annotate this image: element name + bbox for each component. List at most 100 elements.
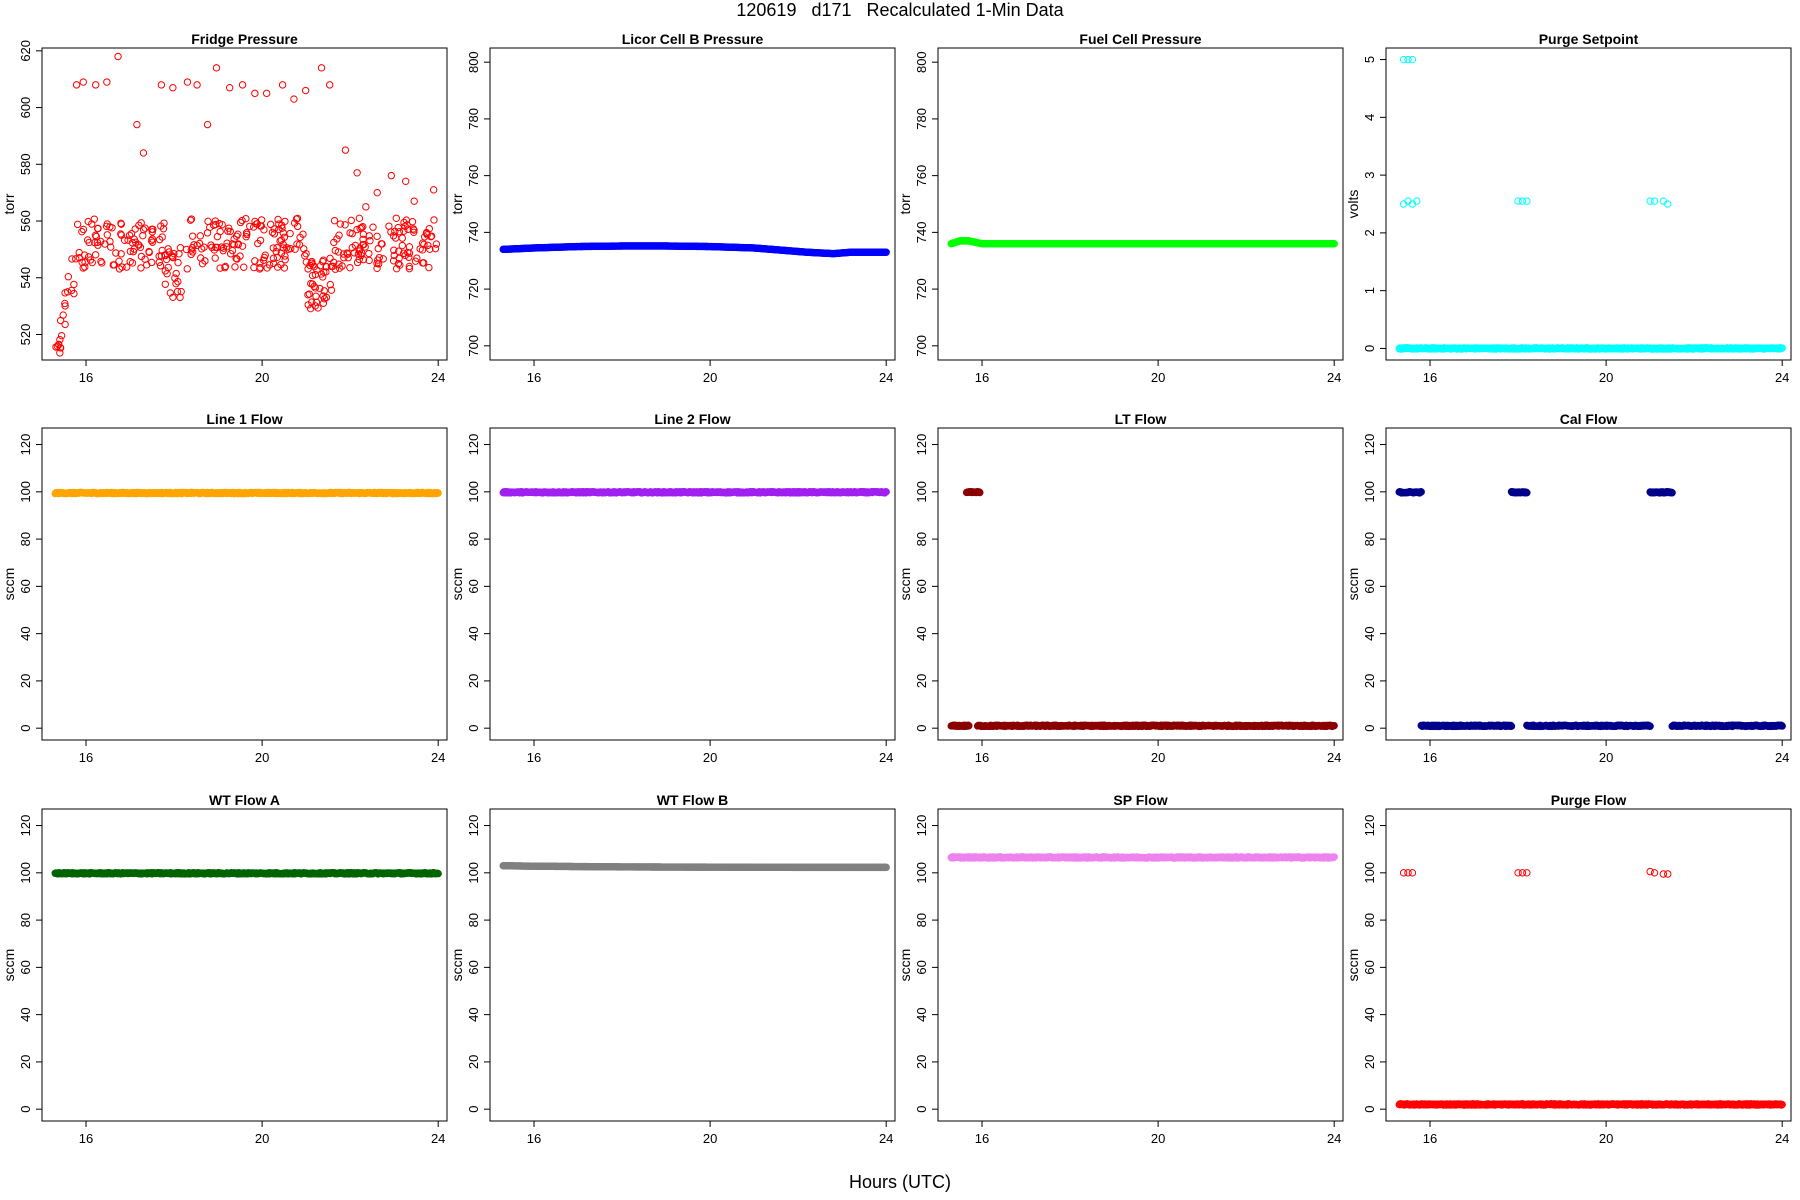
data-point: [169, 84, 177, 92]
data-point: [68, 255, 76, 263]
data-point: [216, 264, 224, 272]
y-tick-label: 740: [914, 222, 929, 244]
data-point: [422, 228, 431, 237]
data-point: [196, 232, 204, 240]
data-point: [223, 239, 231, 247]
data-point: [200, 243, 208, 251]
data-point: [90, 215, 99, 223]
data-point: [117, 219, 125, 228]
data-point: [211, 254, 219, 262]
data-point: [338, 262, 346, 270]
data-point: [270, 230, 279, 238]
data-point: [344, 254, 352, 262]
y-tick-label: 100: [914, 481, 929, 503]
data-point: [117, 250, 125, 258]
data-point: [174, 258, 182, 267]
data-point: [126, 247, 135, 256]
y-tick-label: 120: [466, 815, 481, 837]
data-point: [373, 232, 381, 241]
data-point: [296, 233, 304, 242]
x-tick-label: 16: [79, 1131, 93, 1146]
data-point: [266, 220, 275, 229]
plot-frame: [937, 427, 1344, 741]
data-point: [356, 244, 364, 252]
y-axis-label: torr: [1, 193, 17, 214]
y-tick-label: 120: [18, 815, 33, 837]
data-point: [261, 251, 269, 259]
data-point: [72, 81, 81, 89]
data-point: [408, 217, 417, 226]
data-point: [166, 289, 175, 297]
data-point: [56, 335, 64, 344]
data-point: [331, 265, 340, 273]
data-point: [233, 255, 241, 263]
data-point: [357, 223, 366, 232]
y-tick-label: 0: [466, 1106, 481, 1113]
data-point: [215, 219, 224, 228]
data-point: [308, 271, 317, 280]
y-tick-label: 100: [18, 481, 33, 503]
data-point: [429, 186, 438, 194]
data-point: [193, 81, 201, 89]
y-tick-label: 100: [466, 862, 481, 884]
data-point: [1523, 489, 1531, 497]
data-point: [347, 216, 355, 225]
data-point: [304, 301, 312, 309]
data-point: [401, 222, 409, 230]
data-point: [275, 225, 283, 234]
data-point: [243, 230, 251, 239]
data-point: [115, 257, 123, 265]
data-point: [306, 261, 314, 270]
y-tick-label: 0: [18, 725, 33, 732]
data-point: [172, 269, 180, 278]
panel-1: Licor Cell B Pressuretorr700720740760780…: [449, 31, 896, 385]
data-point: [281, 252, 289, 260]
x-tick-label: 20: [1151, 370, 1165, 385]
data-point: [350, 249, 359, 257]
data-points: [1395, 488, 1786, 731]
data-point: [279, 240, 287, 249]
data-point: [286, 245, 295, 253]
data-point: [335, 264, 344, 272]
data-point: [330, 258, 338, 267]
data-point: [228, 240, 237, 248]
data-point: [193, 241, 201, 249]
data-point: [238, 81, 247, 89]
data-point: [203, 120, 212, 129]
data-point: [102, 222, 111, 230]
data-point: [80, 251, 89, 259]
panel-title: Licor Cell B Pressure: [622, 31, 764, 47]
data-point: [123, 263, 131, 271]
y-tick-label: 2: [1362, 229, 1377, 236]
y-tick-label: 60: [914, 579, 929, 593]
data-point: [1417, 488, 1425, 496]
data-point: [269, 254, 278, 263]
data-point: [183, 78, 192, 86]
data-points: [499, 242, 890, 258]
figure-title: 120619 d171 Recalculated 1-Min Data: [736, 0, 1064, 20]
data-points: [1395, 55, 1786, 353]
data-point: [250, 263, 258, 272]
y-tick-label: 5: [1362, 56, 1377, 63]
data-point: [269, 259, 278, 268]
data-point: [882, 488, 890, 496]
data-points: [51, 488, 442, 498]
data-point: [260, 226, 268, 234]
data-point: [170, 249, 178, 258]
data-point: [326, 254, 334, 263]
data-point: [426, 245, 434, 253]
data-point: [188, 232, 197, 240]
y-tick-label: 60: [1362, 579, 1377, 593]
plot-frame: [1385, 427, 1792, 741]
data-point: [203, 229, 212, 237]
data-point: [333, 235, 341, 243]
data-point: [290, 95, 298, 103]
data-point: [143, 261, 151, 269]
data-point: [211, 217, 220, 225]
x-tick-label: 24: [879, 1131, 893, 1146]
data-point: [405, 253, 413, 261]
data-point: [392, 214, 400, 222]
y-tick-label: 0: [1362, 345, 1377, 352]
